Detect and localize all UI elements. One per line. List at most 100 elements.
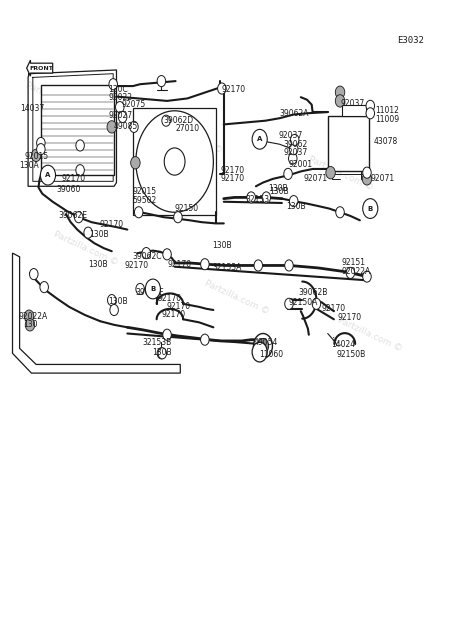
- Text: 39062B: 39062B: [299, 288, 328, 297]
- Text: 11009: 11009: [375, 115, 399, 124]
- Circle shape: [76, 140, 84, 151]
- Text: 92075: 92075: [121, 100, 146, 109]
- Text: 92037: 92037: [340, 99, 365, 108]
- Circle shape: [336, 206, 344, 218]
- Text: 27010: 27010: [175, 124, 200, 133]
- Circle shape: [157, 76, 165, 87]
- Circle shape: [201, 259, 209, 270]
- Text: 130C: 130C: [109, 85, 128, 94]
- Text: 92022A: 92022A: [342, 267, 371, 276]
- Circle shape: [254, 260, 263, 271]
- Circle shape: [29, 268, 38, 280]
- Circle shape: [291, 135, 299, 146]
- Text: 92015: 92015: [132, 187, 156, 196]
- Text: 49085: 49085: [113, 122, 137, 131]
- Circle shape: [76, 165, 84, 175]
- Circle shape: [131, 157, 140, 169]
- Text: 130B: 130B: [88, 260, 108, 269]
- Text: B: B: [368, 206, 373, 211]
- Text: 92150B: 92150B: [336, 350, 365, 359]
- Circle shape: [366, 108, 374, 119]
- Circle shape: [142, 247, 151, 259]
- Text: Partzilla.com ©: Partzilla.com ©: [336, 316, 403, 353]
- Circle shape: [36, 144, 45, 155]
- Text: 92170: 92170: [61, 174, 85, 184]
- Text: 130B: 130B: [269, 187, 289, 196]
- Text: B: B: [150, 286, 155, 292]
- Circle shape: [74, 211, 83, 223]
- Text: 92015: 92015: [24, 152, 48, 161]
- Circle shape: [157, 348, 165, 359]
- Circle shape: [135, 206, 143, 218]
- Circle shape: [326, 167, 335, 179]
- Text: 14024: 14024: [331, 340, 356, 348]
- Circle shape: [252, 130, 267, 149]
- Text: 92037: 92037: [279, 131, 303, 140]
- Circle shape: [36, 138, 45, 149]
- Circle shape: [163, 329, 171, 340]
- Text: 39062E: 39062E: [58, 211, 87, 221]
- Text: A: A: [257, 136, 263, 142]
- Text: 14037: 14037: [20, 104, 45, 113]
- Bar: [328, 116, 369, 172]
- Text: 59502: 59502: [132, 196, 156, 205]
- Circle shape: [130, 122, 138, 133]
- Text: 32153: 32153: [246, 195, 270, 205]
- Text: 92027: 92027: [109, 111, 133, 120]
- Text: 92170: 92170: [100, 220, 124, 229]
- Circle shape: [285, 260, 293, 271]
- Text: 92022A: 92022A: [18, 312, 48, 321]
- Circle shape: [163, 249, 171, 260]
- Text: Partzilla.com ©: Partzilla.com ©: [203, 279, 271, 316]
- Text: FRONT: FRONT: [30, 66, 54, 71]
- Text: Partzilla.com ©: Partzilla.com ©: [156, 118, 223, 156]
- Circle shape: [25, 319, 35, 331]
- Text: 39062D: 39062D: [164, 116, 194, 125]
- Circle shape: [285, 298, 293, 309]
- Text: 92170: 92170: [125, 261, 149, 270]
- Circle shape: [118, 112, 127, 123]
- Circle shape: [40, 281, 48, 293]
- Text: 32153B: 32153B: [143, 339, 172, 347]
- Text: E3032: E3032: [397, 37, 424, 45]
- Bar: [41, 86, 114, 175]
- Text: Partzilla.com ©: Partzilla.com ©: [52, 229, 119, 267]
- Text: 130B: 130B: [287, 202, 306, 211]
- Circle shape: [40, 166, 55, 185]
- Bar: [134, 108, 216, 215]
- Text: 92170: 92170: [222, 86, 246, 94]
- Circle shape: [146, 279, 160, 299]
- Polygon shape: [342, 105, 366, 116]
- Text: 39062: 39062: [283, 140, 308, 149]
- Circle shape: [108, 294, 116, 306]
- Text: 130B: 130B: [212, 241, 232, 250]
- Circle shape: [31, 149, 41, 162]
- Text: 39062F: 39062F: [136, 288, 164, 297]
- Text: 32153A: 32153A: [212, 264, 242, 272]
- Text: 49054: 49054: [254, 338, 278, 347]
- Circle shape: [284, 169, 292, 179]
- Circle shape: [290, 195, 298, 206]
- Text: 92170: 92170: [220, 166, 245, 175]
- Circle shape: [109, 79, 118, 90]
- Circle shape: [289, 153, 297, 164]
- Circle shape: [173, 211, 182, 223]
- Text: 11012: 11012: [375, 106, 399, 115]
- Text: 130B: 130B: [109, 297, 128, 306]
- Circle shape: [110, 304, 118, 316]
- Text: 92037: 92037: [283, 148, 308, 157]
- Circle shape: [247, 192, 255, 203]
- Circle shape: [366, 100, 374, 112]
- Circle shape: [257, 339, 269, 353]
- Circle shape: [136, 111, 213, 212]
- Circle shape: [290, 144, 298, 155]
- Text: 92170: 92170: [161, 311, 185, 319]
- Polygon shape: [27, 60, 53, 76]
- Circle shape: [362, 172, 372, 185]
- Circle shape: [363, 198, 378, 218]
- Text: 130B: 130B: [268, 184, 287, 193]
- Text: 92150: 92150: [174, 204, 199, 213]
- Circle shape: [363, 167, 371, 178]
- Text: 43078: 43078: [374, 136, 398, 146]
- Circle shape: [335, 86, 345, 99]
